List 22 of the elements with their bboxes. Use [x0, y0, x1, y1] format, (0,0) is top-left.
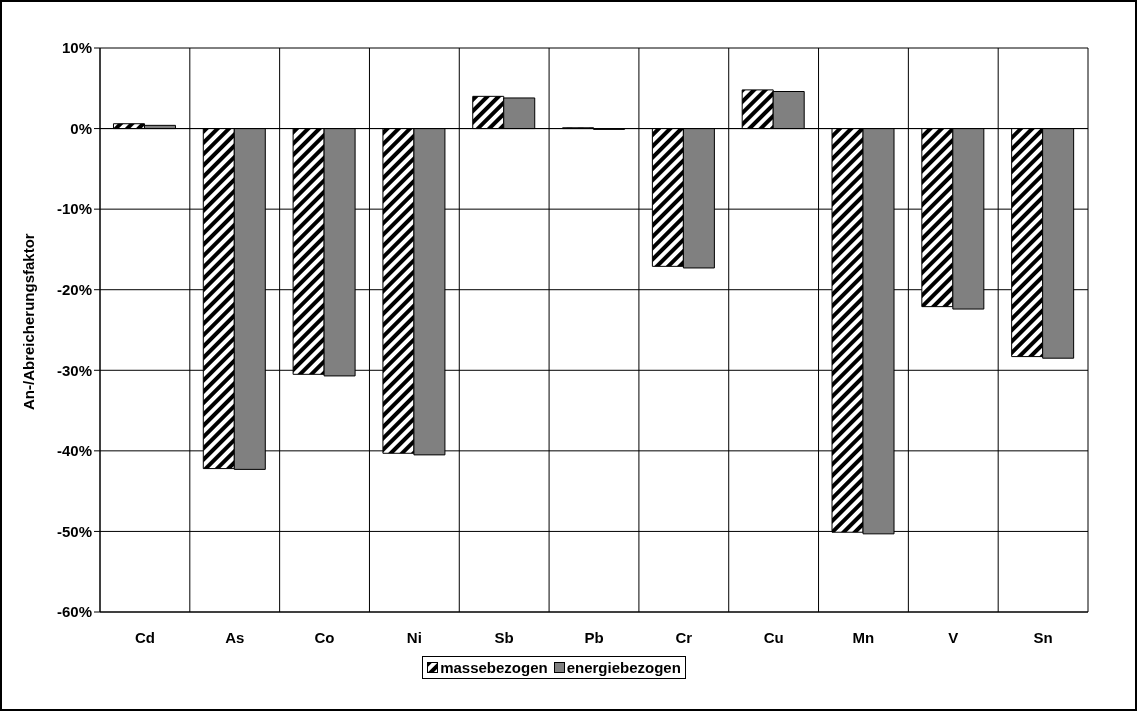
y-tick-label: 0%: [70, 119, 92, 137]
x-tick-label: Cu: [763, 628, 784, 646]
x-tick-label: Cr: [675, 628, 693, 646]
x-tick-label: Ni: [406, 628, 422, 646]
y-tick-label: -10%: [56, 200, 92, 218]
legend-label: massebezogen: [439, 659, 548, 676]
y-axis-title: An-/Abreicherungsfaktor: [20, 233, 38, 410]
x-tick-label: V: [948, 628, 959, 646]
x-tick-label: Pb: [584, 628, 604, 646]
y-tick-label: 10%: [61, 39, 92, 57]
x-tick-label: Sn: [1033, 628, 1053, 646]
x-tick-label: Sb: [494, 628, 514, 646]
y-tick-label: -50%: [56, 522, 92, 540]
x-tick-label: As: [225, 628, 245, 646]
y-tick-label: -40%: [56, 442, 92, 460]
x-tick-label: Mn: [852, 628, 875, 646]
y-tick-label: -60%: [56, 603, 92, 621]
y-tick-label: -30%: [56, 361, 92, 379]
x-tick-label: Co: [314, 628, 335, 646]
y-tick-label: -20%: [56, 281, 92, 299]
x-tick-label: Cd: [134, 628, 155, 646]
legend-label: energiebezogen: [565, 659, 681, 676]
